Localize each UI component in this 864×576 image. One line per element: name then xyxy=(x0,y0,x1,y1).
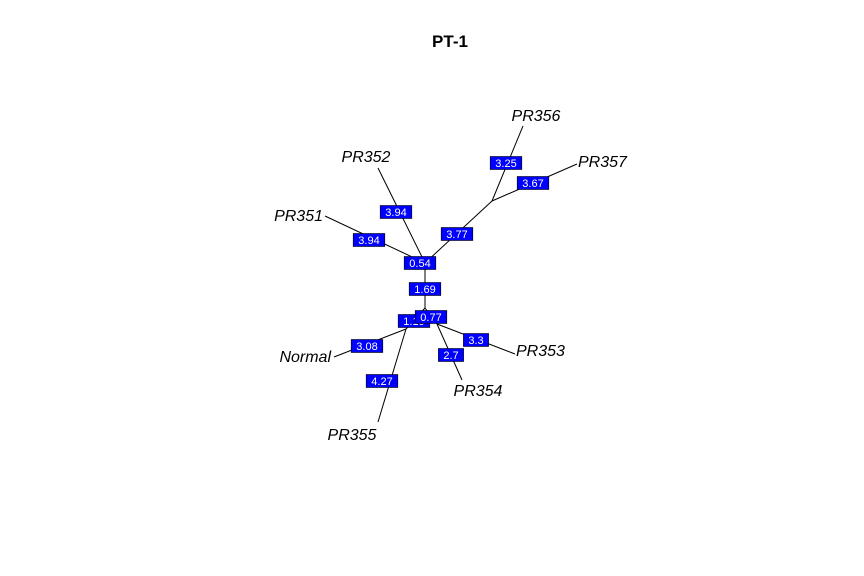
tip-label-pr357: PR357 xyxy=(578,154,628,171)
edge-length-label: 2.7 xyxy=(438,348,464,362)
tree-edge-labels: 3.253.673.773.943.940.541.691.190.773.08… xyxy=(350,156,550,388)
tree-title: PT-1 xyxy=(432,32,468,51)
edge-label-text: 0.54 xyxy=(409,258,430,270)
tree-tip-labels: PR356 PR357 PR352 PR351 Normal PR353 PR354 PR35… xyxy=(274,108,628,444)
edge-label-text: 3.3 xyxy=(468,335,483,347)
edge-length-label: 3.94 xyxy=(352,233,386,247)
edge-length-label: 3.3 xyxy=(463,333,489,347)
edge-label-text: 3.67 xyxy=(522,178,543,190)
tip-label-pr355: PR355 xyxy=(328,427,377,444)
edge-label-box xyxy=(516,176,550,190)
edge-label-box xyxy=(352,233,386,247)
edge-label-box xyxy=(440,227,474,241)
edge-label-box xyxy=(350,339,384,353)
edge-length-label: 4.27 xyxy=(365,374,399,388)
edge-label-box xyxy=(414,310,448,324)
edge-label-box xyxy=(365,374,399,388)
edge-length-label: 0.77 xyxy=(414,310,448,324)
tip-label-pr352: PR352 xyxy=(342,149,391,166)
edge-length-label: 0.54 xyxy=(403,256,437,270)
edge-length-label: 3.77 xyxy=(440,227,474,241)
edge-label-text: 3.94 xyxy=(385,207,406,219)
edge-length-label: 3.08 xyxy=(350,339,384,353)
edge-label-box xyxy=(489,156,523,170)
edge-label-text: 3.94 xyxy=(358,235,379,247)
edge-label-box xyxy=(408,282,442,296)
edge-label-text: 3.77 xyxy=(446,229,467,241)
edge-label-box xyxy=(463,333,489,347)
tip-label-pr354: PR354 xyxy=(454,383,503,400)
tip-label-normal: Normal xyxy=(279,349,331,366)
tip-label-pr351: PR351 xyxy=(274,208,323,225)
edge-length-label: 1.69 xyxy=(408,282,442,296)
edge-label-text: 3.08 xyxy=(356,341,377,353)
tip-label-pr353: PR353 xyxy=(516,343,565,360)
edge-label-text: 4.27 xyxy=(371,376,392,388)
edge-label-text: 1.69 xyxy=(414,284,435,296)
edge-label-box xyxy=(438,348,464,362)
edge-length-label: 3.25 xyxy=(489,156,523,170)
edge-length-label: 3.67 xyxy=(516,176,550,190)
edge-label-text: 3.25 xyxy=(495,158,516,170)
tree-edges xyxy=(324,125,578,423)
edge-label-text: 2.7 xyxy=(443,350,458,362)
edge-label-box xyxy=(379,205,413,219)
edge-label-text: 0.77 xyxy=(420,312,441,324)
edge-length-label: 3.94 xyxy=(379,205,413,219)
tip-label-pr356: PR356 xyxy=(512,108,561,125)
edge-label-box xyxy=(403,256,437,270)
